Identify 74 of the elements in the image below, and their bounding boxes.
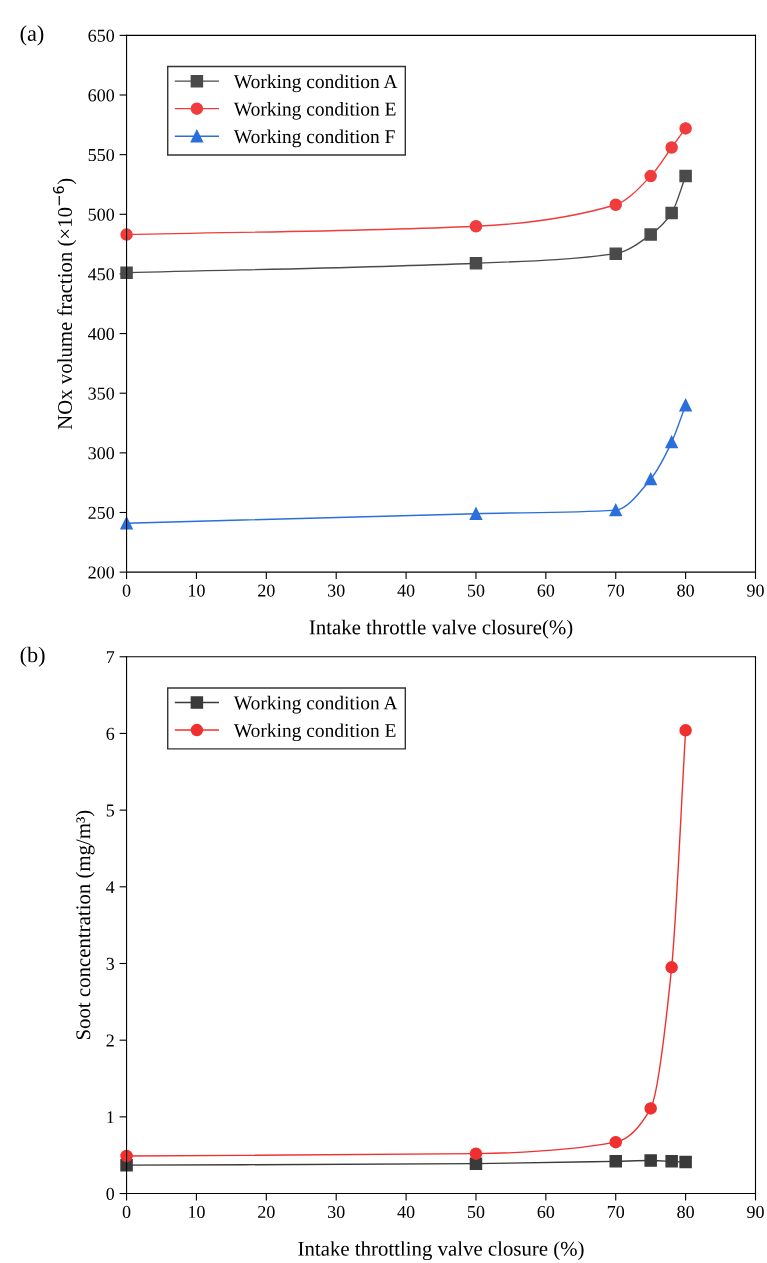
point: [665, 1155, 678, 1168]
x-tick-label: 0: [122, 1205, 131, 1219]
y-tick-label: 450: [88, 268, 115, 281]
y-tick-label: 550: [88, 148, 115, 162]
x-tick-label: 80: [677, 584, 694, 597]
y-tick-label: 0: [106, 1187, 115, 1200]
y-tick-label: 3: [106, 957, 115, 970]
y-axis-title: Soot concentration (mg/m³): [75, 810, 95, 1040]
x-tick-label: 60: [537, 584, 555, 597]
point: [644, 228, 657, 241]
y-tick-label: 500: [88, 208, 115, 221]
point: [469, 1147, 483, 1160]
point: [665, 206, 678, 220]
legend-label: Working condition E: [233, 101, 396, 120]
point: [609, 503, 622, 517]
y-tick-label: 7: [106, 651, 115, 664]
legend-label: Working condition A: [233, 74, 398, 93]
x-tick-label: 40: [397, 584, 415, 597]
y-tick-label: 350: [88, 387, 115, 400]
point: [679, 1155, 692, 1169]
y-tick-label: 300: [88, 447, 115, 460]
point: [609, 198, 622, 211]
point: [644, 472, 657, 486]
x-tick-label: 10: [189, 1205, 205, 1219]
y-tick-label: 5: [106, 804, 115, 817]
legend-label: Working condition F: [233, 129, 395, 148]
y-tick-label: 1: [107, 1111, 114, 1124]
y-axis-title: NOx volume fraction (×10$^{−6}$): [53, 178, 77, 430]
x-tick-label: 0: [122, 584, 131, 597]
point: [665, 435, 678, 449]
point: [644, 1154, 657, 1167]
point: [679, 724, 692, 737]
point: [665, 141, 678, 154]
y-tick-label: 650: [88, 29, 115, 42]
x-tick-label: 90: [747, 584, 764, 597]
point: [644, 1102, 657, 1115]
legend-label: Working condition A: [233, 695, 398, 714]
y-tick-label: 600: [88, 89, 115, 102]
x-tick-label: 70: [607, 584, 625, 597]
point: [469, 256, 483, 270]
y-tick-label: 2: [106, 1034, 114, 1047]
x-tick-label: 10: [189, 584, 205, 597]
point: [609, 247, 622, 260]
y-tick-label: 4: [106, 881, 115, 894]
x-tick-label: 30: [328, 584, 345, 597]
x-tick-label: 60: [537, 1205, 555, 1219]
x-tick-label: 20: [258, 1205, 275, 1219]
point: [469, 507, 483, 520]
y-tick-label: 250: [88, 506, 115, 519]
x-axis-title: Intake throttle valve closure(%): [309, 619, 573, 639]
point: [665, 961, 678, 974]
y-tick-label: 400: [88, 327, 115, 341]
x-tick-label: 20: [258, 584, 275, 597]
x-tick-label: 80: [677, 1205, 694, 1219]
y-tick-label: 6: [106, 727, 115, 740]
point: [679, 398, 692, 412]
y-tick-label: 200: [88, 566, 115, 579]
x-tick-label: 30: [328, 1205, 345, 1219]
x-tick-label: 50: [467, 584, 485, 597]
point: [120, 266, 133, 279]
point: [469, 219, 483, 233]
point: [609, 1135, 622, 1149]
legend-label: Working condition E: [233, 723, 396, 742]
x-tick-label: 90: [747, 1205, 764, 1219]
point: [679, 122, 692, 135]
text: (a): [20, 25, 44, 46]
point: [644, 169, 657, 183]
x-tick-label: 70: [607, 1205, 625, 1219]
x-tick-label: 50: [467, 1205, 485, 1219]
point: [679, 169, 692, 183]
point: [609, 1155, 622, 1168]
text: (b): [20, 646, 45, 667]
x-tick-label: 40: [397, 1205, 415, 1219]
x-axis-title: Intake throttling valve closure (%): [298, 1241, 584, 1261]
